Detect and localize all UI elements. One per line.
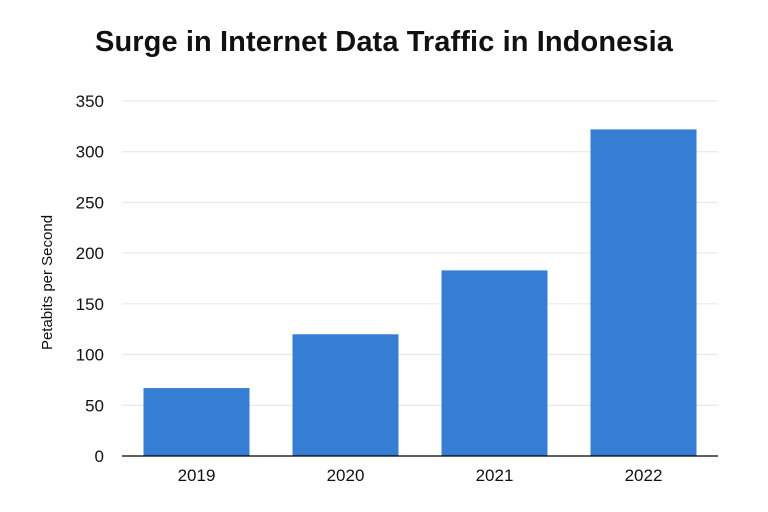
x-tick-label: 2022 [625, 466, 663, 485]
x-tick-labels: 2019 2020 2021 2022 [178, 466, 663, 485]
y-tick-label: 350 [76, 92, 104, 111]
x-tick-label: 2020 [327, 466, 365, 485]
y-tick-label: 200 [76, 244, 104, 263]
chart-title: Surge in Internet Data Traffic in Indone… [95, 26, 673, 58]
y-tick-label: 0 [95, 447, 104, 466]
y-tick-label: 300 [76, 143, 104, 162]
x-tick-label: 2019 [178, 466, 216, 485]
bars [143, 129, 697, 456]
y-tick-label: 50 [85, 396, 104, 415]
bar-2022 [590, 129, 697, 456]
y-tick-label: 100 [76, 346, 104, 365]
bar-2020 [292, 334, 399, 456]
bar-2021 [441, 270, 548, 456]
bar-2019 [143, 388, 250, 456]
y-axis-label: Petabits per Second [39, 215, 56, 350]
x-tick-label: 2021 [476, 466, 514, 485]
y-tick-labels: 0 50 100 150 200 250 300 350 [76, 92, 104, 466]
y-tick-label: 150 [76, 295, 104, 314]
y-tick-label: 250 [76, 193, 104, 212]
